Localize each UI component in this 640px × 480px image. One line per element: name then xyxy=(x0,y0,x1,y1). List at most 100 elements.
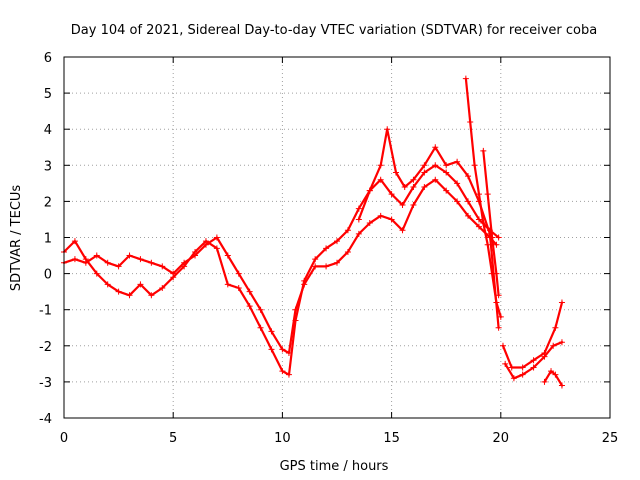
data-point xyxy=(410,202,417,209)
series-track-2 xyxy=(61,162,502,378)
data-point xyxy=(224,281,231,288)
y-tick-label: 5 xyxy=(44,87,52,102)
series-line xyxy=(464,77,502,318)
data-point xyxy=(495,234,502,241)
data-point xyxy=(104,259,111,266)
x-tick-label: 10 xyxy=(274,431,291,446)
data-point xyxy=(541,353,548,360)
data-point xyxy=(366,220,373,227)
data-point xyxy=(344,227,351,234)
data-point xyxy=(104,281,111,288)
series-line xyxy=(62,178,498,355)
data-point xyxy=(82,256,89,263)
data-point xyxy=(71,238,78,245)
data-point xyxy=(497,313,504,320)
data-point xyxy=(323,245,330,252)
series-line xyxy=(62,164,500,376)
data-point xyxy=(301,277,308,284)
y-tick-label: 6 xyxy=(44,51,52,66)
data-point xyxy=(484,191,491,198)
data-point xyxy=(292,317,299,324)
data-point xyxy=(279,346,286,353)
data-point xyxy=(285,371,292,378)
series-track-4 xyxy=(462,75,504,320)
data-point xyxy=(465,212,472,219)
data-point xyxy=(471,162,478,169)
data-point xyxy=(268,328,275,335)
data-point xyxy=(475,223,482,230)
series-track-5 xyxy=(480,147,502,299)
data-point xyxy=(388,216,395,223)
data-point xyxy=(126,252,133,259)
data-point xyxy=(213,245,220,252)
y-tick-label: -2 xyxy=(39,340,52,355)
data-point xyxy=(454,158,461,165)
data-point xyxy=(399,227,406,234)
y-tick-label: -4 xyxy=(39,412,52,427)
data-point xyxy=(312,263,319,270)
data-point xyxy=(421,162,428,169)
data-point xyxy=(558,299,565,306)
series-line xyxy=(543,370,564,387)
data-point xyxy=(377,162,384,169)
data-point xyxy=(137,256,144,263)
data-point xyxy=(388,191,395,198)
data-point xyxy=(268,346,275,353)
x-tick-label: 25 xyxy=(602,431,619,446)
y-tick-label: 2 xyxy=(44,195,52,210)
data-point xyxy=(334,238,340,245)
series-line xyxy=(357,128,500,329)
series-track-7 xyxy=(502,339,565,382)
y-tick-label: 1 xyxy=(44,232,52,247)
data-point xyxy=(432,162,439,169)
data-point xyxy=(519,371,526,378)
data-point xyxy=(480,147,487,154)
x-tick-label: 20 xyxy=(493,431,510,446)
data-point xyxy=(115,263,122,270)
data-point xyxy=(181,263,188,270)
data-point xyxy=(192,248,199,255)
data-point xyxy=(93,252,100,259)
data-point xyxy=(467,118,474,125)
data-point xyxy=(502,360,509,367)
data-point xyxy=(71,256,78,263)
data-point xyxy=(548,368,555,375)
y-tick-label: 0 xyxy=(44,268,52,283)
data-point xyxy=(126,292,133,299)
data-point xyxy=(312,256,319,263)
grid xyxy=(64,57,610,418)
data-point xyxy=(465,173,472,180)
data-point xyxy=(148,259,155,266)
data-point xyxy=(213,234,220,241)
data-point xyxy=(224,252,231,259)
data-point xyxy=(443,187,450,194)
data-point xyxy=(401,183,408,190)
data-point xyxy=(355,216,362,223)
data-point xyxy=(334,259,340,266)
data-point xyxy=(462,75,469,82)
data-point xyxy=(489,234,496,241)
data-series-layer xyxy=(61,75,565,389)
data-point xyxy=(443,169,450,176)
data-point xyxy=(508,364,515,371)
data-point xyxy=(323,263,330,270)
data-point xyxy=(115,288,122,295)
data-point xyxy=(148,292,155,299)
data-point xyxy=(421,169,428,176)
data-point xyxy=(541,378,548,385)
y-axis-label: SDTVAR / TECUs xyxy=(9,185,24,292)
series-line xyxy=(501,301,564,369)
series-track-1 xyxy=(61,176,500,357)
data-point xyxy=(552,371,559,378)
data-point xyxy=(519,364,526,371)
series-track-6 xyxy=(499,299,565,371)
series-track-3 xyxy=(355,126,502,331)
x-tick-label: 0 xyxy=(60,431,68,446)
data-point xyxy=(432,176,439,183)
data-point xyxy=(550,342,557,349)
data-point xyxy=(257,306,264,313)
data-point xyxy=(499,342,506,349)
data-point xyxy=(421,183,428,190)
data-point xyxy=(257,324,264,331)
